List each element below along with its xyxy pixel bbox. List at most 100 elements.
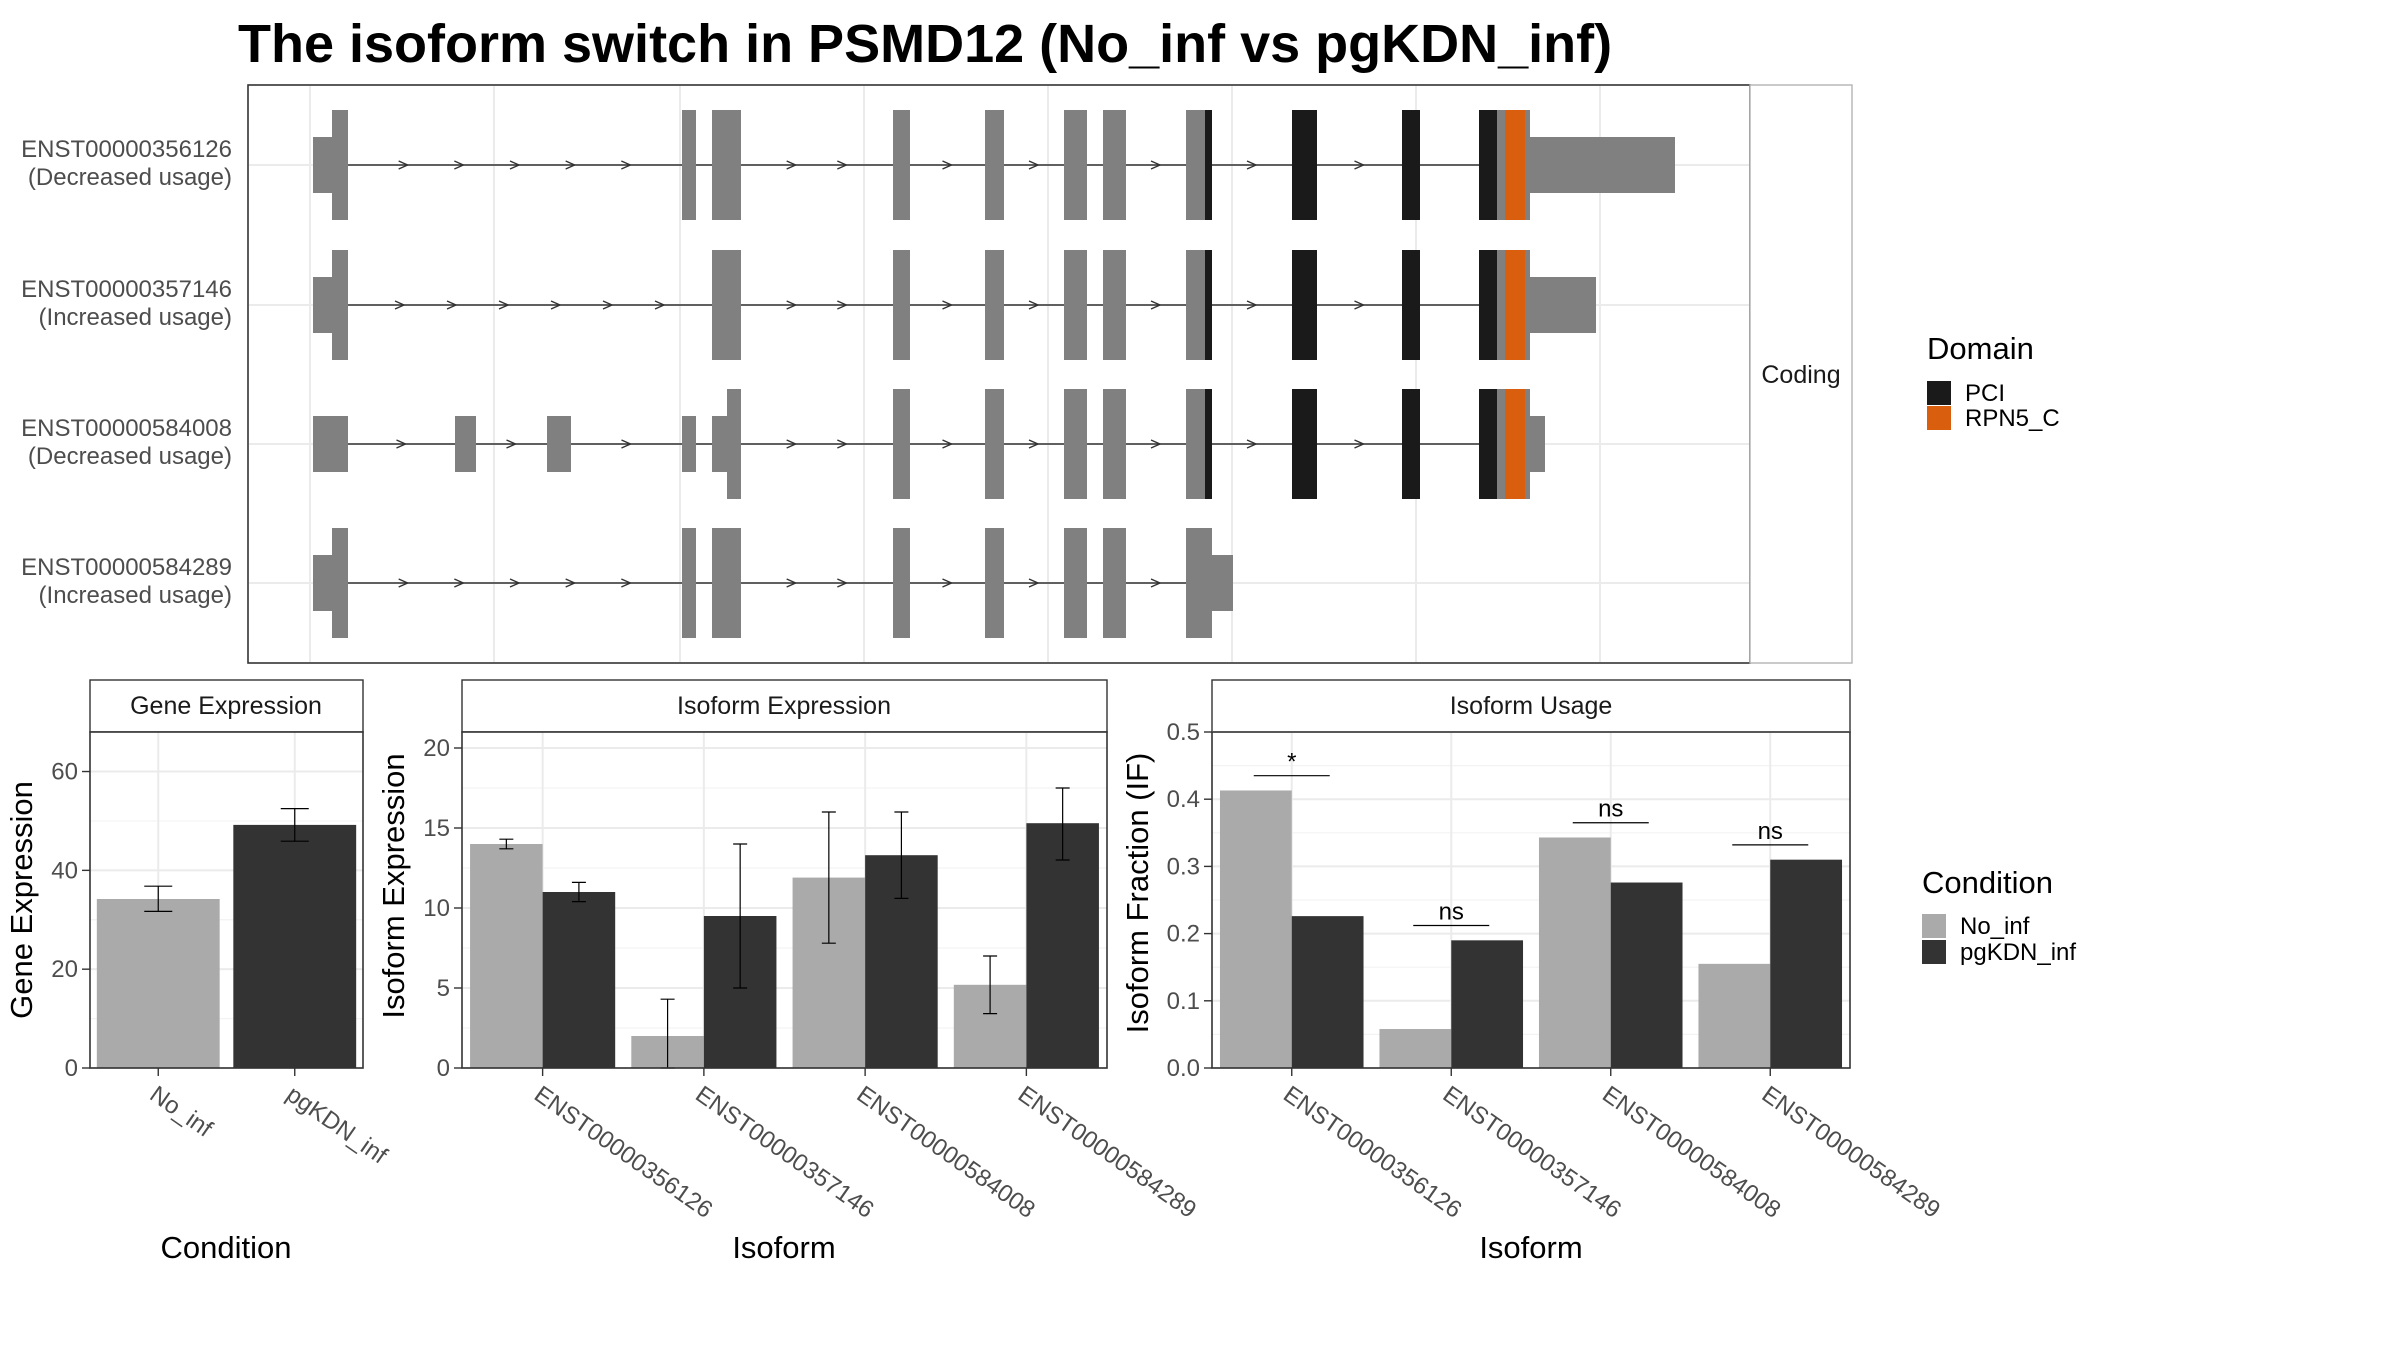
exon-block xyxy=(313,555,332,611)
intron-arrow xyxy=(498,300,510,310)
intron-arrow xyxy=(394,300,406,310)
bar-pgkdn-inf xyxy=(1291,916,1364,1068)
transcript-track xyxy=(313,110,1675,220)
exon-block xyxy=(332,110,348,220)
x-tick-label: ENST00000357146 xyxy=(690,1081,878,1224)
exon-block xyxy=(1525,389,1530,499)
coding-strip-label: Coding xyxy=(1761,361,1840,389)
intron-arrow xyxy=(621,578,633,588)
intron-arrow xyxy=(1150,160,1162,170)
y-tick-label: 15 xyxy=(423,815,450,842)
isoform-expression-panel: Isoform Expression ENST00000356126ENST00… xyxy=(376,679,1201,1265)
intron-arrow xyxy=(942,578,954,588)
exon-block xyxy=(1064,250,1087,360)
intron-arrow xyxy=(1246,300,1258,310)
exon-block xyxy=(313,137,332,193)
y-tick-label: 0.5 xyxy=(1167,719,1200,746)
error-bar xyxy=(499,838,514,850)
exon-block xyxy=(985,389,1004,499)
exon-block xyxy=(1103,250,1126,360)
exon-block xyxy=(332,250,348,360)
exon-block xyxy=(1530,137,1675,193)
intron-arrow xyxy=(1246,439,1258,449)
exon-block xyxy=(1497,110,1505,220)
isoform-usage-strip xyxy=(1211,679,1851,733)
transcript-id-label: ENST00000584289 xyxy=(21,554,232,581)
exon-block xyxy=(682,416,696,472)
exon-block xyxy=(332,528,348,638)
transcript-track xyxy=(313,389,1545,499)
bar-pgkdn-inf xyxy=(233,824,357,1068)
legend-key-pci xyxy=(1927,381,1951,405)
intron-arrow xyxy=(786,160,798,170)
exon-block xyxy=(1186,250,1205,360)
bar-no-inf xyxy=(96,899,220,1068)
significance-label: ns xyxy=(1598,796,1623,823)
rpn5c-domain-exon xyxy=(1505,389,1525,499)
intron-arrow xyxy=(1028,578,1040,588)
exon-block xyxy=(893,110,910,220)
bar-no-inf xyxy=(1698,963,1771,1068)
y-tick-label: 10 xyxy=(423,895,450,922)
intron-arrow xyxy=(509,160,521,170)
y-tick-label: 0 xyxy=(65,1055,78,1082)
exon-block xyxy=(985,250,1004,360)
pci-domain-exon xyxy=(1205,389,1212,499)
gene-expression-panel: Gene Expression No_inf pgKDN_inf 0 20 40 60 C… xyxy=(4,679,392,1265)
error-bar xyxy=(571,881,586,903)
intron-arrow xyxy=(837,300,849,310)
plot-border xyxy=(89,731,364,1069)
intron-arrow xyxy=(454,160,466,170)
legend-key-no-inf xyxy=(1922,914,1946,938)
y-tick-label: 0.4 xyxy=(1167,786,1200,813)
error-bar xyxy=(733,843,748,989)
bar-no-inf xyxy=(1538,837,1611,1068)
intron-arrow xyxy=(565,578,577,588)
exon-block xyxy=(712,416,727,472)
significance-label: ns xyxy=(1758,818,1783,845)
isoform-usage-x-title: Isoform xyxy=(1479,1230,1582,1265)
x-tick-label: ENST00000584008 xyxy=(852,1081,1040,1224)
intron-arrow xyxy=(1150,439,1162,449)
exon-block xyxy=(1186,389,1205,499)
intron-arrow xyxy=(509,578,521,588)
error-bar xyxy=(894,811,909,899)
domain-legend: Domain PCI RPN5_C xyxy=(1927,331,2060,432)
exon-block xyxy=(313,277,332,333)
exon-block xyxy=(1530,416,1545,472)
y-tick-label: 5 xyxy=(437,975,450,1002)
pci-domain-exon xyxy=(1402,389,1420,499)
isoform-expression-strip xyxy=(461,679,1108,733)
exon-block xyxy=(1064,110,1087,220)
y-tick-label: 20 xyxy=(51,956,78,983)
intron-arrow xyxy=(786,439,798,449)
y-tick-label: 40 xyxy=(51,857,78,884)
exon-block xyxy=(1525,250,1530,360)
exon-block xyxy=(1103,528,1126,638)
intron-arrow xyxy=(654,300,666,310)
figure-title: The isoform switch in PSMD12 (No_inf vs … xyxy=(238,14,1612,74)
transcript-track xyxy=(313,528,1233,638)
intron-arrow xyxy=(446,300,458,310)
exon-block xyxy=(985,528,1004,638)
y-tick-label: 0.0 xyxy=(1167,1055,1200,1082)
intron-arrow xyxy=(786,578,798,588)
pci-domain-exon xyxy=(1479,250,1497,360)
intron-arrow xyxy=(786,300,798,310)
exon-block xyxy=(1064,389,1087,499)
intron-arrow xyxy=(506,439,518,449)
y-tick-label: 0.2 xyxy=(1167,921,1200,948)
exon-block xyxy=(1064,528,1087,638)
exon-block xyxy=(1530,277,1596,333)
error-bar xyxy=(144,885,173,912)
pci-domain-exon xyxy=(1402,110,1420,220)
intron-arrow xyxy=(565,160,577,170)
transcript-id-label: ENST00000356126 xyxy=(21,136,232,163)
exon-block xyxy=(712,528,741,638)
exon-block xyxy=(1103,110,1126,220)
transcript-usage-label: (Decreased usage) xyxy=(28,164,232,191)
transcript-usage-label: (Decreased usage) xyxy=(28,443,232,470)
exon-block xyxy=(1103,389,1126,499)
transcript-id-label: ENST00000584008 xyxy=(21,415,232,442)
legend-label-pci: PCI xyxy=(1965,380,2005,407)
